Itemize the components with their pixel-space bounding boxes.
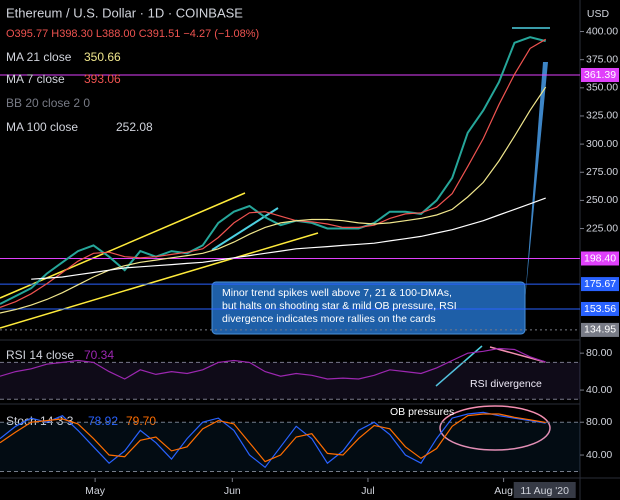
level-label: 361.39 <box>584 69 616 81</box>
legend-name: MA 100 close <box>6 120 78 134</box>
y-tick-label: 300.00 <box>586 138 618 150</box>
series-line <box>0 411 546 469</box>
level-label: 198.40 <box>584 252 616 264</box>
annotation-line: but halts on shooting star & mild OB pre… <box>222 300 457 312</box>
x-tick-label: May <box>85 485 106 497</box>
x-tick-label: Aug <box>494 485 513 497</box>
date-tag <box>513 482 576 498</box>
pane-value: 78.92 <box>88 414 118 428</box>
level-tag <box>581 67 619 82</box>
legend-name: MA 7 close <box>6 72 65 86</box>
series-line <box>0 86 547 314</box>
x-tick-label: Jun <box>224 485 241 497</box>
chart-title: Ethereum / U.S. Dollar · 1D · COINBASE <box>6 5 243 20</box>
indicator-label: BB 20 close 2 0 <box>6 96 90 110</box>
y-tick-label: 250.00 <box>586 194 618 206</box>
level-tag <box>581 322 619 337</box>
currency: USD <box>587 8 610 20</box>
arrow <box>489 346 546 363</box>
y-tick-label: 80.00 <box>586 347 612 359</box>
pane-value: 70.34 <box>84 348 114 362</box>
y-tick-label: 80.00 <box>586 416 612 428</box>
annotation: OB pressures <box>390 406 454 418</box>
series-line <box>0 347 546 380</box>
band-fill <box>0 422 580 472</box>
highlight-ellipse <box>439 405 551 451</box>
y-tick-label: 375.00 <box>586 53 618 65</box>
y-tick-label: 275.00 <box>586 166 618 178</box>
legend-value: 350.66 <box>84 50 121 64</box>
series-line <box>0 36 546 305</box>
callout-box <box>211 281 526 335</box>
y-tick-label: 40.00 <box>586 384 612 396</box>
pane-title: RSI 14 close <box>6 348 74 362</box>
y-tick-label: 40.00 <box>586 449 612 461</box>
x-tick-label: Jul <box>361 485 374 497</box>
y-tick-label: 400.00 <box>586 25 618 37</box>
annotation-line: divergence indicates more rallies on the… <box>222 313 436 325</box>
level-tag <box>581 251 619 266</box>
annotation-line: Minor trend spikes well above 7, 21 & 10… <box>222 287 452 299</box>
level-tag <box>581 301 619 316</box>
y-tick-label: 225.00 <box>586 222 618 234</box>
date-label: 11 Aug '20 <box>520 485 569 497</box>
pane-value: 79.70 <box>126 414 156 428</box>
legend-value: 393.06 <box>84 72 121 86</box>
level-label: 175.67 <box>584 278 616 290</box>
level-label: 153.56 <box>584 303 616 315</box>
series-line <box>31 197 546 280</box>
callout-pointer <box>525 62 548 300</box>
level-tag <box>581 277 619 292</box>
level-label: 134.95 <box>584 324 616 336</box>
arrow <box>211 207 279 251</box>
annotation: RSI divergence <box>470 378 542 390</box>
ohlc: O395.77 H398.30 L388.00 C391.51 −4.27 (−… <box>6 28 259 40</box>
series-line <box>0 413 546 463</box>
legend-value: 252.08 <box>116 120 153 134</box>
trendline <box>0 232 319 329</box>
series-line <box>0 38 547 308</box>
y-tick-label: 325.00 <box>586 110 618 122</box>
band-fill <box>0 362 580 400</box>
y-tick-label: 350.00 <box>586 82 618 94</box>
legend-name: MA 21 close <box>6 50 72 64</box>
